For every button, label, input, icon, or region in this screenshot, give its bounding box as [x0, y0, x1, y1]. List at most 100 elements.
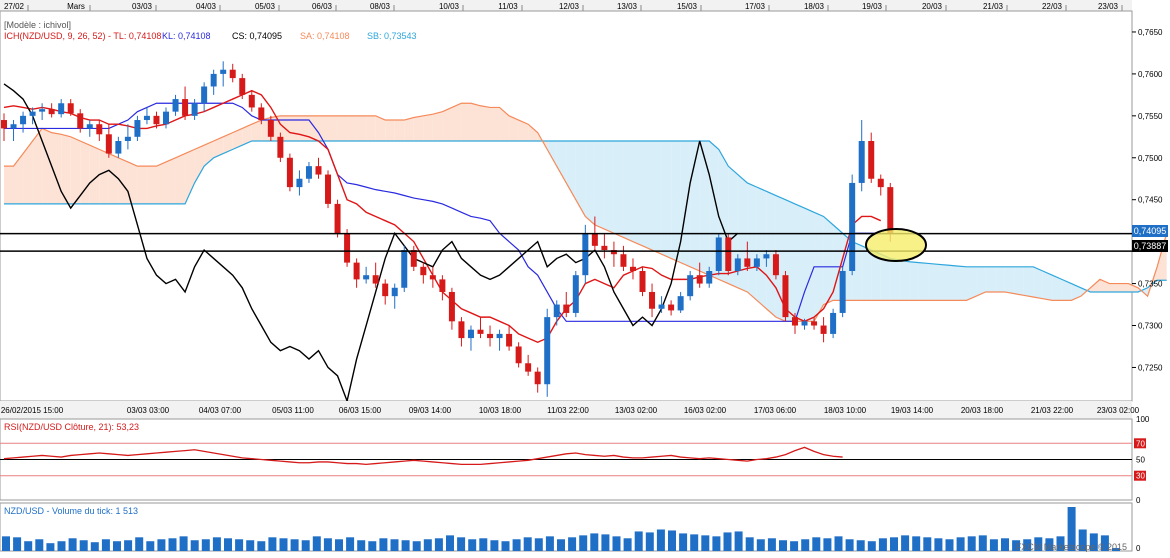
candle-body [163, 111, 170, 125]
volume-bar [945, 539, 954, 551]
candle-body [277, 136, 284, 158]
candle-body [467, 329, 474, 339]
cloud-segment [756, 187, 767, 309]
volume-bar [13, 537, 22, 551]
price-axis-label: 0,7650 [1138, 28, 1163, 37]
top-date-label: 23/03 [1098, 2, 1119, 11]
cloud-segment [823, 216, 834, 305]
cloud-segment [871, 250, 881, 301]
bottom-date-label: 16/03 02:00 [684, 406, 727, 415]
volume-bar [534, 538, 543, 551]
volume-bar [101, 539, 110, 551]
candle-body [639, 271, 646, 292]
candle-body [210, 73, 217, 87]
cloud-segment [528, 124, 538, 141]
volume-bar [634, 531, 643, 551]
cloud-segment [13, 153, 24, 204]
candle-body [286, 157, 293, 188]
volume-bar [346, 537, 355, 551]
candle-body [687, 275, 694, 297]
volume-bar [668, 530, 676, 551]
top-date-label: 20/03 [922, 2, 943, 11]
cloud-segment [947, 265, 957, 301]
cloud-segment [366, 115, 376, 141]
cloud-segment [594, 141, 605, 230]
cloud-segment [509, 115, 519, 141]
candle-body [448, 291, 455, 322]
cloud-segment [642, 141, 653, 251]
volume-bar [1034, 537, 1043, 551]
highlight-ellipse [865, 228, 927, 262]
cloud-segment [461, 103, 471, 141]
candle-body [572, 275, 579, 313]
bottom-date-label: 23/03 02:00 [1097, 406, 1140, 415]
rsi-axis-label: 0 [1136, 496, 1141, 505]
cloud-segment [585, 141, 595, 225]
line2-price-text: 0,73887 [1134, 241, 1167, 251]
rsi-axis-label: 50 [1136, 456, 1145, 465]
volume-bar [446, 535, 454, 551]
cloud-segment [937, 264, 948, 301]
cloud-segment [1090, 279, 1100, 292]
candle-body [744, 258, 751, 267]
volume-bar [124, 540, 133, 551]
candle-body [372, 275, 379, 284]
candle-body [305, 166, 312, 179]
price-axis-label: 0,7500 [1138, 154, 1163, 163]
volume-bar [2, 536, 10, 551]
volume-panel [0, 502, 1133, 552]
volume-bar [712, 536, 721, 551]
cloud-segment [61, 134, 71, 204]
candle-body [315, 166, 322, 175]
bottom-date-label: 03/03 03:00 [127, 406, 170, 415]
volume-bar [557, 539, 565, 551]
volume-bar [212, 537, 221, 551]
candle-body [134, 120, 141, 137]
current-price-tag [1132, 225, 1168, 237]
kijun-line [4, 102, 881, 322]
model-label: [Modèle : ichivol] [4, 20, 71, 30]
volume-bar [279, 538, 288, 551]
cloud-segment [127, 161, 138, 204]
volume-bar [523, 537, 532, 551]
price-axis: 0,7650 0,7600 0,7550 0,7500 0,7450 0,7350 0,73… [1132, 28, 1163, 372]
volume-bar [779, 540, 787, 551]
top-date-label: 11/03 [498, 2, 518, 11]
candle-body [410, 250, 417, 267]
candle-body [496, 333, 503, 339]
cloud-segment [671, 141, 681, 263]
candle-body [105, 134, 112, 154]
candle-body [725, 237, 732, 271]
candle-body [887, 187, 894, 234]
bottom-date-label: 09/03 14:00 [409, 406, 452, 415]
volume-bar [434, 538, 443, 551]
cloud-segment [166, 157, 176, 204]
volume-bar [612, 536, 621, 551]
volume-bar [412, 541, 421, 551]
senkou-a-line [4, 102, 1168, 322]
cloud-segment [547, 141, 557, 167]
volume-bar [501, 541, 510, 551]
cloud-segment [1042, 271, 1053, 301]
candle-body [649, 291, 656, 309]
cloud-segment [1052, 275, 1062, 301]
cloud-segment [575, 141, 586, 217]
candle-body [525, 363, 532, 372]
cloud-segment [899, 260, 910, 301]
volume-bar [878, 538, 887, 551]
volume-bar [856, 540, 865, 551]
cloud-segment [108, 153, 119, 204]
rsi-axis-label: 70 [1136, 439, 1145, 448]
cloud-segment [42, 128, 52, 204]
cloud-segment [318, 115, 329, 141]
cloud-segment [623, 141, 633, 242]
volume-bar [801, 539, 810, 551]
candle-body [191, 103, 198, 116]
top-date-label: 18/03 [804, 2, 825, 11]
cloud-segment [613, 141, 624, 238]
rsi-plot [0, 442, 1132, 477]
volume-header: NZD/USD - Volume du tick: 1 513 [4, 506, 138, 516]
cloud-segment [976, 266, 986, 297]
candle-body [582, 233, 589, 276]
